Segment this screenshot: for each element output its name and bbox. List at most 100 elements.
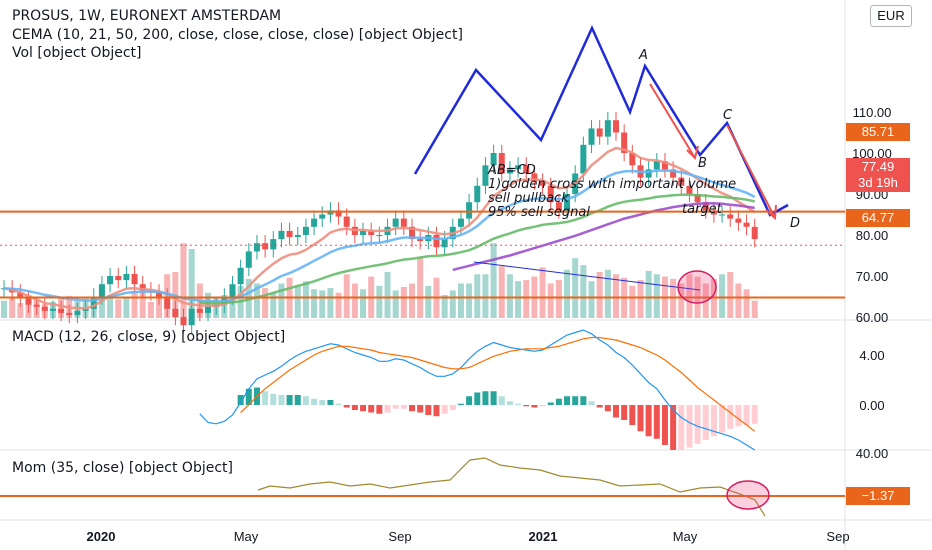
- volume-bar: [180, 243, 187, 318]
- volume-bar: [376, 285, 383, 318]
- macd-histogram-bar: [564, 396, 571, 405]
- macd-histogram-bar: [237, 395, 244, 405]
- candle-body: [506, 169, 513, 174]
- volume-bar: [115, 299, 122, 318]
- price-tick-label: 60.00: [856, 310, 889, 325]
- candle-body: [515, 165, 522, 170]
- macd-histogram-bar: [531, 405, 538, 408]
- candle-body: [278, 230, 285, 240]
- price-tick-label: 110.00: [853, 105, 892, 120]
- macd-histogram-bar: [376, 405, 383, 414]
- macd-histogram-bar: [400, 405, 407, 409]
- volume-bar: [564, 269, 571, 318]
- volume-bar: [417, 258, 424, 318]
- volume-bar: [490, 243, 497, 318]
- macd-histogram-bar: [441, 405, 448, 414]
- macd-histogram-bar: [751, 405, 758, 424]
- candle-body: [319, 214, 326, 219]
- candle-body: [33, 304, 40, 307]
- macd-histogram-bar: [637, 405, 644, 432]
- volume-bar: [653, 274, 660, 318]
- candle-body: [343, 216, 350, 227]
- volume-bar: [262, 288, 269, 318]
- candle-body: [409, 226, 415, 240]
- candle-body: [433, 235, 440, 248]
- macd-histogram-bar: [661, 405, 668, 445]
- macd-histogram-bar: [335, 403, 342, 405]
- candle-body: [498, 153, 505, 174]
- candle-body: [360, 230, 367, 235]
- macd-histogram-bar: [245, 388, 252, 405]
- candle-body: [270, 239, 277, 250]
- candle-body: [302, 226, 309, 235]
- macd-histogram-bar: [278, 395, 285, 405]
- candle-body: [376, 235, 383, 236]
- macd-histogram-bar: [490, 391, 497, 405]
- macd-histogram-bar: [368, 405, 375, 413]
- macd-histogram-bar: [457, 403, 464, 405]
- price-tick-label: 100.00: [852, 146, 892, 161]
- countdown-badge: 3d 19h: [846, 174, 910, 192]
- candle-body: [58, 308, 65, 313]
- macd-histogram-bar: [629, 405, 636, 425]
- candle-body: [156, 292, 163, 297]
- volume-bar: [751, 300, 758, 318]
- resistance-price-badge: 85.71: [846, 123, 910, 141]
- volume-bar: [311, 289, 318, 318]
- macd-histogram-bar: [645, 405, 652, 437]
- currency-button[interactable]: EUR: [870, 5, 912, 27]
- candle-body: [555, 202, 562, 211]
- point-a-label: A: [639, 48, 648, 63]
- volume-bar: [498, 266, 505, 318]
- ema-line: [3, 169, 756, 303]
- candle-body: [41, 306, 48, 311]
- macd-histogram-bar: [384, 405, 391, 413]
- volume-bar: [319, 290, 326, 318]
- time-tick-label: 2020: [87, 529, 116, 544]
- volume-bar: [596, 272, 603, 318]
- candle-body: [368, 230, 375, 235]
- macd-histogram-bar: [294, 395, 301, 405]
- macd-histogram-bar: [482, 391, 489, 405]
- time-tick-label: 2021: [529, 529, 558, 544]
- candle-body: [25, 298, 32, 305]
- candle-body: [139, 284, 146, 291]
- candle-body: [311, 218, 318, 227]
- macd-histogram-bar: [392, 405, 399, 409]
- macd-histogram-bar: [360, 405, 367, 412]
- candle-body: [400, 218, 407, 227]
- abcd-note: AB=CD: [488, 163, 536, 178]
- macd-histogram-bar: [498, 396, 505, 405]
- volume-bar: [98, 292, 105, 318]
- volume-bar: [515, 281, 522, 318]
- volume-divergence-line: [473, 261, 701, 291]
- volume-bar: [384, 272, 391, 318]
- candle-body: [107, 276, 114, 285]
- candle-body: [466, 202, 473, 219]
- volume-bar: [686, 274, 693, 318]
- volume-bar: [327, 288, 334, 318]
- last-price-badge: 77.49: [846, 158, 910, 176]
- price-tick-label: 70.00: [856, 269, 889, 284]
- volume-bar: [613, 274, 619, 318]
- macd-histogram-bar: [302, 396, 309, 405]
- volume-bar: [17, 303, 24, 318]
- chart-title: PROSUS, 1W, EURONEXT AMSTERDAM: [12, 8, 282, 24]
- macd-histogram-bar: [580, 396, 587, 405]
- macd-legend: MACD (12, 26, close, 9) [object Object]: [12, 329, 286, 345]
- candle-body: [743, 222, 750, 227]
- volume-bar: [343, 274, 350, 318]
- volume-bar: [188, 249, 195, 318]
- candle-body: [727, 214, 734, 219]
- candle-body: [751, 226, 758, 240]
- candle-body: [253, 243, 260, 252]
- volume-bar: [474, 274, 481, 318]
- macd-histogram-bar: [286, 395, 293, 405]
- candle-body: [523, 165, 530, 174]
- candle-body: [123, 273, 130, 281]
- candle-body: [490, 153, 497, 166]
- candle-body: [66, 312, 73, 315]
- volume-bar: [335, 292, 342, 318]
- volume-bar: [727, 272, 734, 318]
